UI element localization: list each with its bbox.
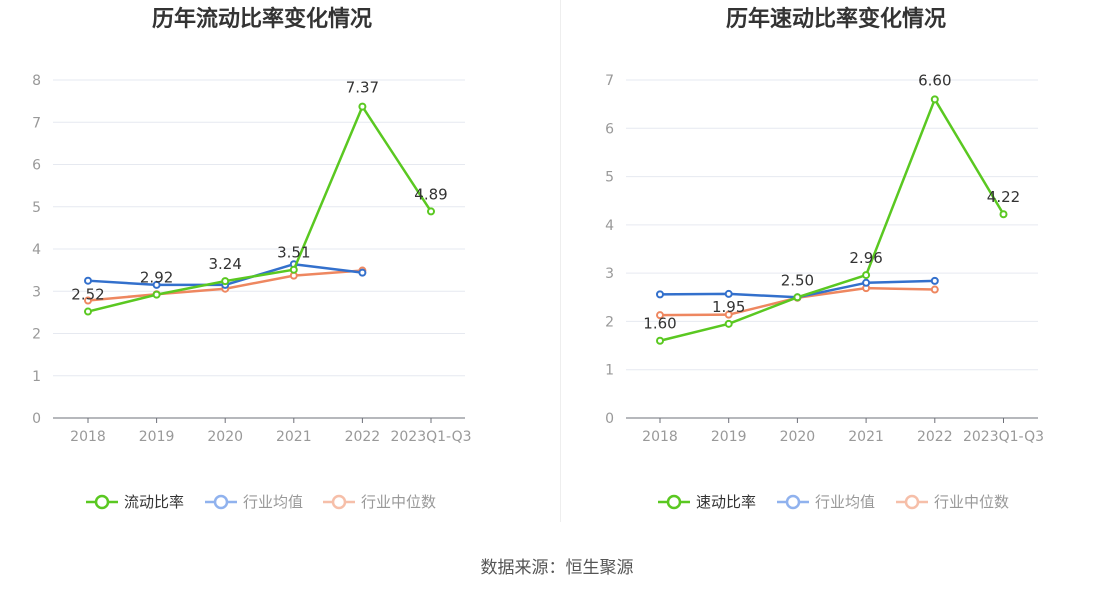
data-point	[930, 95, 939, 104]
legend-label: 流动比率	[124, 493, 184, 511]
data-point	[152, 290, 161, 299]
legend-marker	[666, 494, 682, 510]
data-label: 4.22	[987, 188, 1020, 206]
data-label: 2.50	[781, 271, 814, 289]
data-point	[930, 285, 939, 294]
data-point	[999, 210, 1008, 219]
legend-marker	[213, 494, 229, 510]
y-tick-label: 2	[605, 314, 614, 330]
y-tick-label: 1	[32, 369, 41, 385]
legend-marker	[331, 494, 347, 510]
data-point	[358, 102, 367, 111]
data-point	[84, 296, 92, 305]
data-label: 6.60	[918, 71, 951, 89]
panel-divider	[560, 0, 561, 522]
legend-marker	[94, 494, 110, 510]
data-point	[289, 265, 298, 274]
legend-label: 行业均值	[815, 493, 875, 511]
x-tick-label: 2020	[207, 429, 243, 445]
data-point	[862, 278, 871, 287]
y-tick-label: 4	[32, 242, 41, 258]
data-point	[84, 307, 92, 316]
legend-item[interactable]: 行业均值	[205, 493, 303, 511]
legend-label: 速动比率	[696, 493, 756, 511]
legend-item[interactable]: 行业中位数	[896, 493, 1009, 511]
legend-marker	[904, 494, 920, 510]
data-point	[724, 289, 733, 298]
y-tick-label: 4	[605, 218, 614, 234]
series-line-0	[87, 105, 433, 313]
legend-item[interactable]: 速动比率	[658, 493, 756, 511]
quick-ratio-svg: 历年速动比率变化情况 0 1 2 3 4 5 6 7 2018 2019 2020 2021 2022 20…	[605, 6, 1044, 511]
data-label: 3.24	[208, 255, 241, 273]
data-point	[930, 276, 939, 285]
y-tick-label: 3	[32, 284, 41, 300]
x-tick-label: 2023Q1-Q3	[390, 429, 471, 445]
legend-label: 行业中位数	[934, 493, 1009, 511]
current-ratio-chart: 历年流动比率变化情况 0 1 2 3 4 5 6 7 8 2018 2019 2020 2021 2022 2…	[0, 0, 557, 540]
data-point	[221, 277, 230, 286]
legend-item[interactable]: 行业均值	[777, 493, 875, 511]
legend-item[interactable]: 流动比率	[86, 493, 184, 511]
data-point	[724, 310, 733, 319]
data-point	[427, 207, 435, 216]
data-point	[793, 293, 802, 302]
data-label: 2.52	[71, 286, 104, 304]
x-tick-label: 2023Q1-Q3	[963, 429, 1044, 445]
x-tick-label: 2021	[848, 429, 884, 445]
y-tick-label: 6	[605, 121, 614, 137]
legend-marker	[785, 494, 801, 510]
x-tick-label: 2021	[276, 429, 312, 445]
data-source-note: 数据来源：恒生聚源	[480, 558, 634, 578]
data-point	[724, 319, 733, 328]
y-tick-label: 0	[32, 411, 41, 427]
series-line-0	[659, 98, 1005, 342]
data-label: 7.37	[346, 79, 379, 97]
data-point	[656, 336, 664, 345]
data-label: 2.96	[849, 249, 882, 267]
x-tick-label: 2020	[780, 429, 816, 445]
data-label: 2.92	[140, 269, 173, 287]
y-tick-label: 3	[605, 266, 614, 282]
data-point	[656, 290, 664, 299]
data-point	[358, 268, 367, 277]
y-tick-label: 5	[605, 170, 614, 186]
x-tick-label: 2019	[139, 429, 175, 445]
data-point	[656, 311, 664, 320]
x-tick-label: 2022	[917, 429, 953, 445]
chart-title: 历年流动比率变化情况	[152, 6, 372, 32]
data-point	[152, 280, 161, 289]
y-tick-label: 0	[605, 411, 614, 427]
data-label: 3.51	[277, 244, 310, 262]
quick-ratio-chart: 历年速动比率变化情况 0 1 2 3 4 5 6 7 2018 2019 2020 2021 2022 20…	[557, 0, 1114, 540]
x-tick-label: 2022	[345, 429, 381, 445]
legend-label: 行业中位数	[361, 493, 436, 511]
x-tick-label: 2018	[642, 429, 678, 445]
x-tick-label: 2018	[70, 429, 106, 445]
chart-title: 历年速动比率变化情况	[726, 6, 946, 32]
y-tick-label: 6	[32, 158, 41, 174]
data-label: 1.95	[712, 298, 745, 316]
data-point	[84, 276, 92, 285]
y-tick-label: 5	[32, 200, 41, 216]
y-tick-label: 7	[32, 115, 41, 131]
data-label: 4.89	[414, 185, 447, 203]
y-tick-label: 1	[605, 363, 614, 379]
x-tick-label: 2019	[711, 429, 747, 445]
y-tick-label: 7	[605, 73, 614, 89]
y-tick-label: 2	[32, 327, 41, 343]
legend-item[interactable]: 行业中位数	[323, 493, 436, 511]
data-point	[862, 271, 871, 280]
data-label: 1.60	[643, 315, 676, 333]
y-tick-label: 8	[32, 73, 41, 89]
legend-label: 行业均值	[243, 493, 303, 511]
current-ratio-svg: 历年流动比率变化情况 0 1 2 3 4 5 6 7 8 2018 2019 2020 2021 2022 2…	[32, 6, 471, 511]
